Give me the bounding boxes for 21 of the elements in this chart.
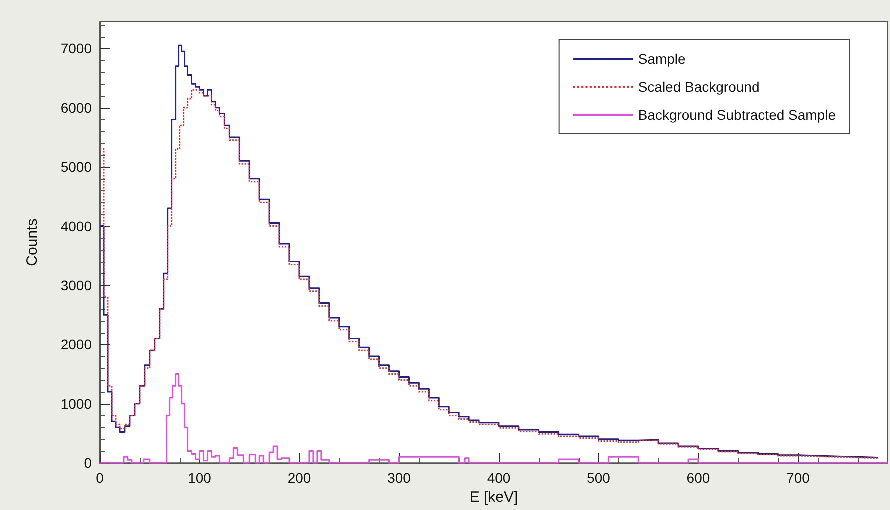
x-tick-label: 300 [388,470,412,486]
x-tick-label: 700 [786,470,810,486]
x-tick-label: 400 [487,470,511,486]
legend-label: Scaled Background [638,79,760,95]
x-tick-label: 600 [686,470,710,486]
y-tick-label: 4000 [60,218,92,234]
y-tick-label: 5000 [60,159,92,176]
x-tick-label: 0 [96,470,104,486]
y-tick-label: 2000 [60,336,92,353]
y-tick-label: 0 [84,455,92,472]
x-tick-label: 200 [288,470,312,486]
y-tick-label: 1000 [60,396,92,412]
y-tick-label: 6000 [60,100,92,116]
x-tick-label: 100 [188,470,212,486]
y-axis-title: Counts [24,218,41,266]
legend-label: Background Subtracted Sample [638,107,836,123]
y-tick-label: 7000 [60,40,92,57]
x-tick-label: 500 [587,470,611,486]
x-axis-title: E [keV] [470,489,518,506]
legend-label: Sample [638,51,686,67]
y-tick-label: 3000 [60,277,92,294]
